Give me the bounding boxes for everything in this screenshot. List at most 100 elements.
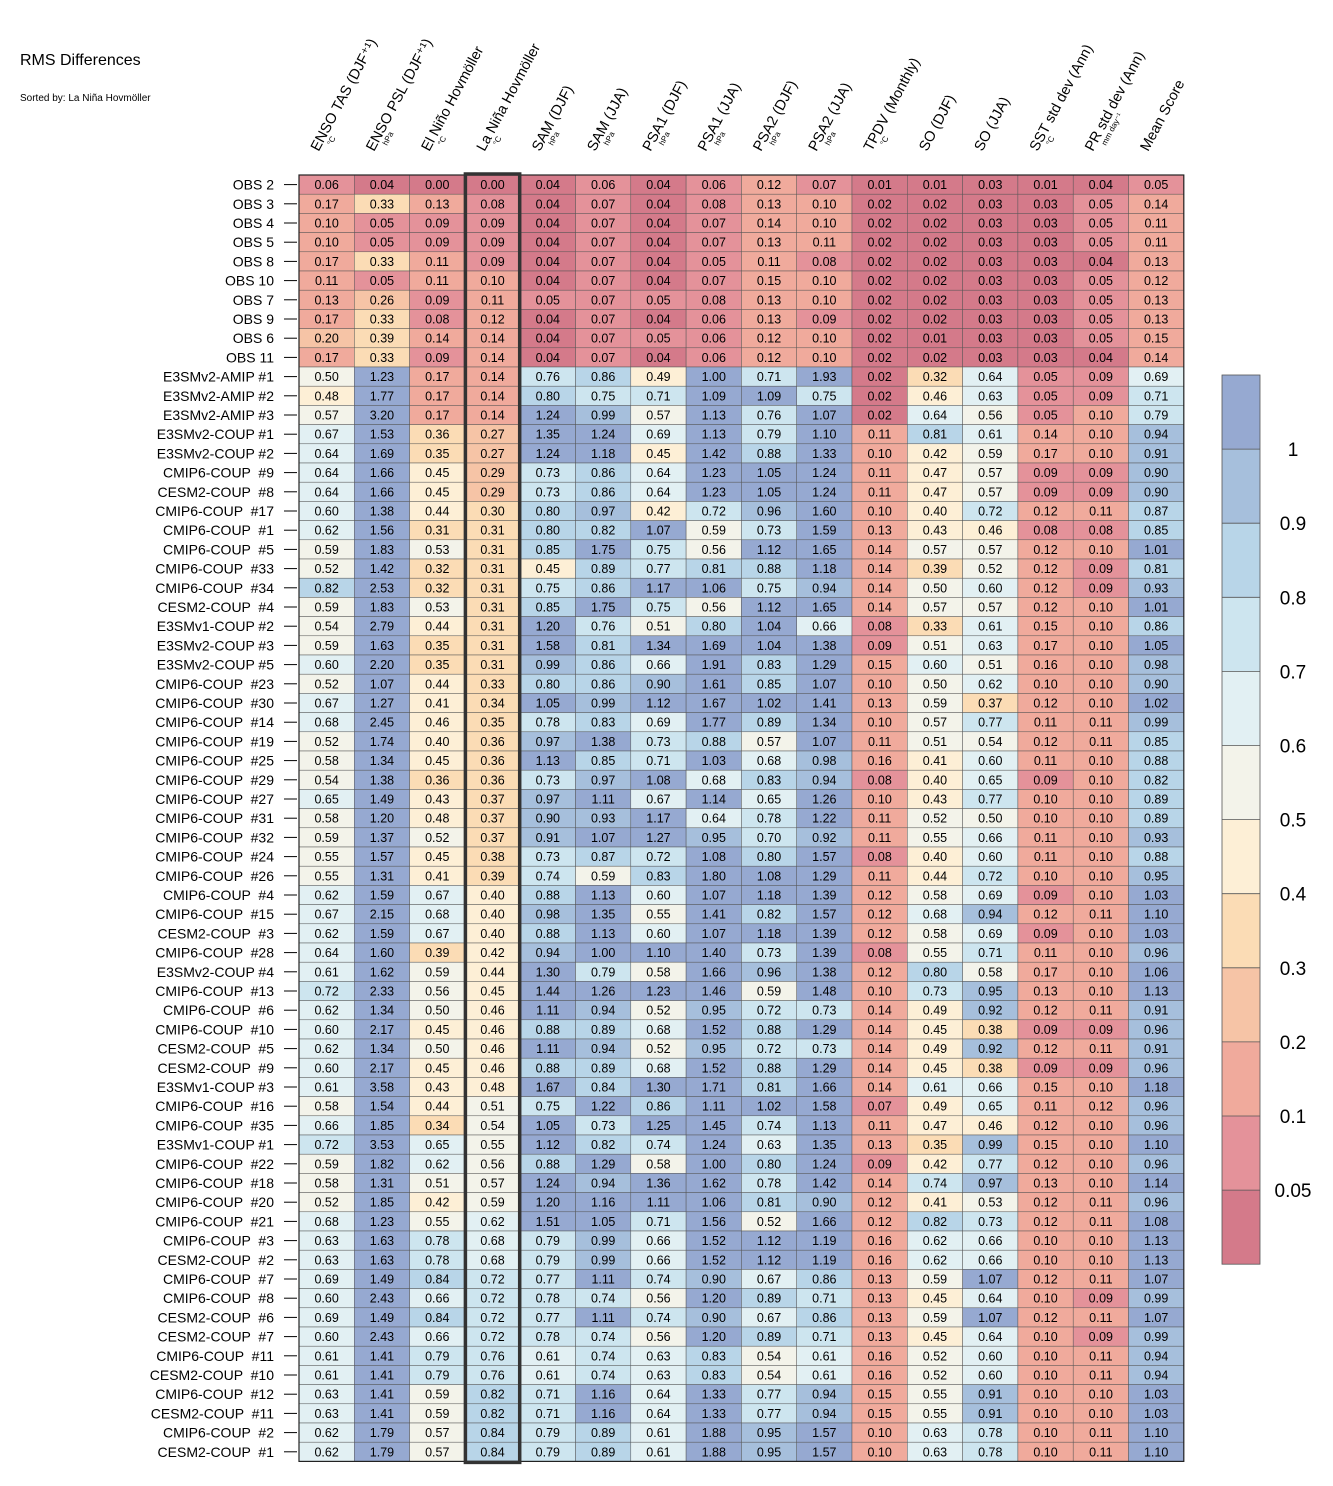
cell-value: 0.86 bbox=[591, 466, 615, 480]
cell-value: 1.66 bbox=[702, 965, 726, 979]
cell-value: 0.11 bbox=[1089, 1311, 1112, 1325]
cell-value: 0.09 bbox=[1033, 466, 1057, 480]
cell-value: 0.63 bbox=[314, 1407, 338, 1421]
cell-value: 0.90 bbox=[1144, 677, 1168, 691]
cell-value: 1.13 bbox=[591, 927, 615, 941]
cell-value: 0.94 bbox=[1144, 428, 1168, 442]
cell-value: 0.64 bbox=[702, 812, 726, 826]
cell-value: 1.82 bbox=[370, 1157, 394, 1171]
cell-value: 1.19 bbox=[812, 1234, 836, 1248]
cell-value: 0.60 bbox=[978, 1349, 1002, 1363]
cell-value: 0.31 bbox=[480, 620, 504, 634]
cell-value: 0.79 bbox=[425, 1369, 449, 1383]
cell-value: 1.52 bbox=[702, 1234, 726, 1248]
cell-value: 0.03 bbox=[1033, 255, 1057, 269]
cell-value: 0.02 bbox=[867, 217, 891, 231]
row-label: CMIP6-COUP #9 bbox=[163, 465, 274, 481]
cell-value: 0.96 bbox=[1144, 1100, 1168, 1114]
cell-value: 0.07 bbox=[591, 236, 615, 250]
cell-value: 0.66 bbox=[978, 831, 1002, 845]
cell-value: 1.00 bbox=[702, 370, 726, 384]
cell-value: 0.10 bbox=[812, 351, 836, 365]
cell-value: 1.66 bbox=[370, 485, 394, 499]
cell-value: 0.62 bbox=[978, 677, 1002, 691]
cell-value: 0.61 bbox=[646, 1445, 670, 1459]
cell-value: 1.10 bbox=[1144, 1445, 1168, 1459]
cell-value: 0.04 bbox=[536, 178, 560, 192]
row-label: OBS 11 bbox=[226, 349, 274, 365]
chart-subtitle: Sorted by: La Niña Hovmöller bbox=[20, 93, 151, 104]
cell-value: 0.86 bbox=[812, 1273, 836, 1287]
cell-value: 0.53 bbox=[425, 543, 449, 557]
cell-value: 1.91 bbox=[702, 658, 726, 672]
cell-value: 1.03 bbox=[1144, 1388, 1168, 1402]
row-label: CMIP6-COUP #6 bbox=[163, 1002, 274, 1018]
cell-value: 0.48 bbox=[480, 1081, 504, 1095]
cell-value: 0.60 bbox=[978, 754, 1002, 768]
cell-value: 0.45 bbox=[425, 485, 449, 499]
cell-value: 0.91 bbox=[536, 831, 560, 845]
cell-value: 1.39 bbox=[812, 927, 836, 941]
cell-value: 2.43 bbox=[370, 1292, 394, 1306]
cell-value: 0.31 bbox=[425, 524, 449, 538]
row-label: E3SMv2-COUP #5 bbox=[157, 657, 274, 673]
cell-value: 0.09 bbox=[867, 1157, 891, 1171]
cell-value: 0.40 bbox=[480, 927, 504, 941]
cell-value: 1.24 bbox=[812, 466, 836, 480]
cell-value: 1.13 bbox=[1144, 985, 1168, 999]
cell-value: 0.55 bbox=[480, 1138, 504, 1152]
cell-value: 0.03 bbox=[1033, 313, 1057, 327]
cell-value: 0.36 bbox=[480, 735, 504, 749]
cell-value: 0.41 bbox=[923, 1196, 947, 1210]
cell-value: 1.24 bbox=[702, 1138, 726, 1152]
cell-value: 0.52 bbox=[314, 1196, 338, 1210]
row-label: CESM2-COUP #7 bbox=[158, 1329, 275, 1345]
cell-value: 0.37 bbox=[480, 793, 504, 807]
cell-value: 0.97 bbox=[591, 773, 615, 787]
colorbar-swatch bbox=[1222, 1116, 1260, 1191]
cell-value: 0.10 bbox=[812, 197, 836, 211]
cell-value: 1.60 bbox=[812, 505, 836, 519]
cell-value: 0.10 bbox=[1033, 1369, 1057, 1383]
row-label: CMIP6-COUP #31 bbox=[155, 810, 274, 826]
cell-value: 0.13 bbox=[757, 236, 781, 250]
cell-value: 0.36 bbox=[425, 428, 449, 442]
cell-value: 0.14 bbox=[757, 217, 781, 231]
cell-value: 0.58 bbox=[314, 1177, 338, 1191]
cell-value: 1.48 bbox=[812, 985, 836, 999]
cell-value: 0.05 bbox=[370, 217, 394, 231]
cell-value: 0.17 bbox=[1033, 965, 1057, 979]
cell-value: 0.11 bbox=[1034, 946, 1057, 960]
cell-value: 0.13 bbox=[757, 313, 781, 327]
cell-value: 0.08 bbox=[1033, 524, 1057, 538]
cell-value: 0.77 bbox=[978, 716, 1002, 730]
cell-value: 0.14 bbox=[1144, 197, 1168, 211]
colorbar-tick-label: 0.9 bbox=[1280, 514, 1306, 535]
cell-value: 1.12 bbox=[757, 1234, 781, 1248]
cell-value: 1.26 bbox=[591, 985, 615, 999]
cell-value: 0.05 bbox=[1089, 274, 1113, 288]
cell-value: 0.11 bbox=[1089, 1042, 1112, 1056]
cell-value: 0.73 bbox=[923, 985, 947, 999]
cell-value: 0.60 bbox=[978, 1369, 1002, 1383]
cell-value: 0.78 bbox=[757, 1177, 781, 1191]
row-label: CMIP6-COUP #25 bbox=[155, 753, 274, 769]
cell-value: 0.10 bbox=[1033, 1445, 1057, 1459]
cell-value: 0.10 bbox=[1089, 447, 1113, 461]
cell-value: 1.38 bbox=[370, 505, 394, 519]
cell-value: 0.08 bbox=[425, 313, 449, 327]
cell-value: 0.12 bbox=[1033, 1004, 1057, 1018]
cell-value: 0.43 bbox=[923, 793, 947, 807]
cell-value: 0.04 bbox=[646, 217, 670, 231]
cell-value: 0.10 bbox=[867, 716, 891, 730]
cell-value: 1.27 bbox=[646, 831, 670, 845]
cell-value: 0.17 bbox=[314, 255, 338, 269]
cell-value: 0.62 bbox=[314, 1004, 338, 1018]
cell-value: 0.97 bbox=[536, 735, 560, 749]
cell-value: 1.38 bbox=[591, 735, 615, 749]
cell-value: 1.14 bbox=[1144, 1177, 1168, 1191]
cell-value: 3.58 bbox=[370, 1081, 394, 1095]
cell-value: 0.86 bbox=[646, 1100, 670, 1114]
cell-value: 1.66 bbox=[370, 466, 394, 480]
cell-value: 0.46 bbox=[480, 1061, 504, 1075]
